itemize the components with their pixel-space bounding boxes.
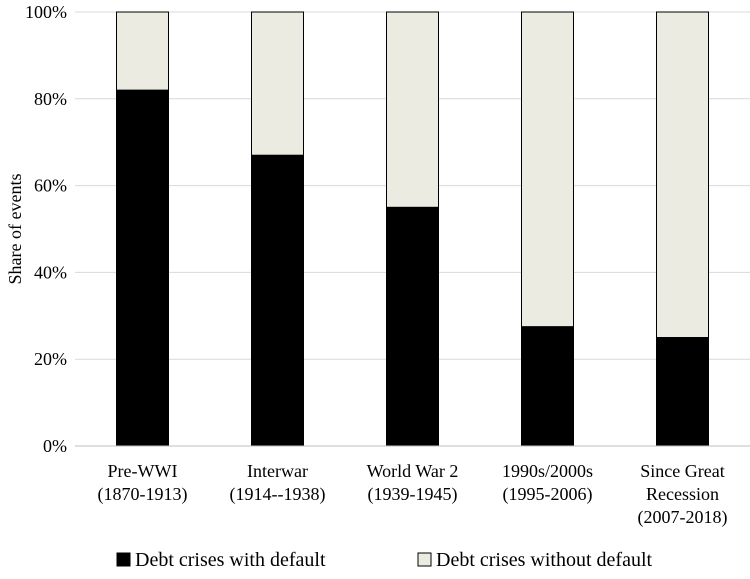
y-tick-label: 60% (34, 176, 67, 196)
legend-swatch (417, 552, 432, 567)
x-tick-label: (1995-2006) (503, 484, 593, 505)
legend: Debt crises with default Debt crises with… (116, 549, 652, 571)
y-axis-label: Share of events (5, 174, 25, 285)
bar-without-default (521, 11, 574, 328)
labels: 0% 20% 40% 60% 80% 100% Pre-WWI (1870-1913) Inte… (5, 2, 727, 528)
bar-without-default (251, 11, 304, 156)
x-tick-label: Recession (646, 484, 719, 504)
y-tick-label: 0% (43, 436, 67, 456)
legend-swatch (116, 552, 131, 567)
bar-without-default (116, 11, 169, 91)
x-tick-label: (1939-1945) (368, 484, 458, 505)
y-tick-label: 100% (25, 2, 67, 22)
x-tick-label: World War 2 (367, 461, 459, 481)
legend-label: Debt crises without default (436, 549, 652, 571)
x-tick-label: 1990s/2000s (502, 461, 593, 481)
bar-with-default (521, 326, 574, 447)
y-tick-label: 20% (34, 349, 67, 369)
x-tick-label: Since Great (640, 461, 724, 481)
x-tick-label: (1914--1938) (230, 484, 326, 505)
x-tick-label: Interwar (247, 461, 308, 481)
y-tick-label: 40% (34, 262, 67, 282)
bars (116, 11, 709, 447)
legend-label: Debt crises with default (135, 549, 326, 571)
x-tick-label: (2007-2018) (638, 507, 728, 528)
bar-without-default (386, 11, 439, 208)
y-tick-label: 80% (34, 89, 67, 109)
x-tick-label: Pre-WWI (108, 461, 178, 481)
bar-with-default (116, 89, 169, 447)
bar-with-default (386, 206, 439, 447)
bar-with-default (251, 154, 304, 447)
bar-with-default (656, 337, 709, 447)
x-tick-label: (1870-1913) (98, 484, 188, 505)
bar-without-default (656, 11, 709, 338)
